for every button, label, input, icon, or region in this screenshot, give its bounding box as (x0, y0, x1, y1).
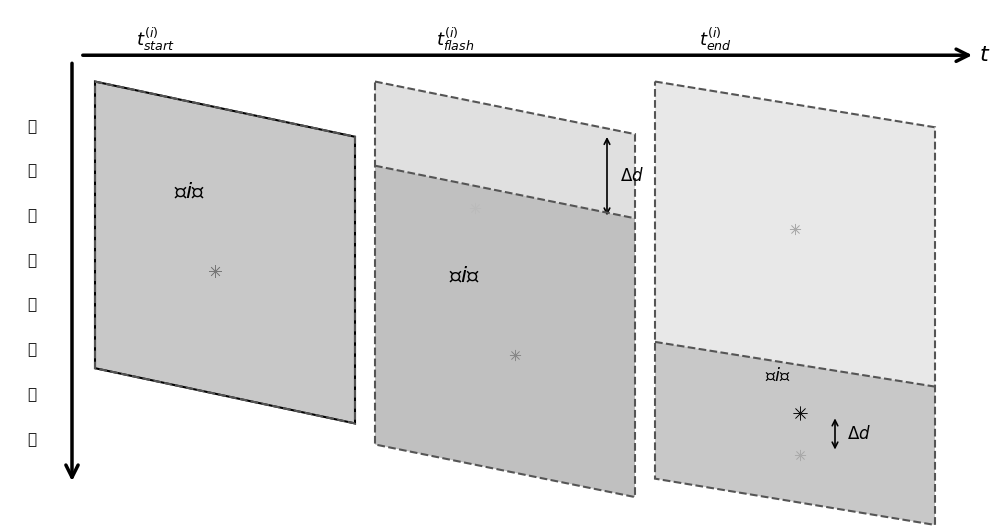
Text: 向: 向 (27, 298, 37, 312)
Polygon shape (95, 82, 355, 423)
Text: 传: 传 (27, 387, 37, 402)
Polygon shape (375, 166, 635, 497)
Text: $t_{end}^{(i)}$: $t_{end}^{(i)}$ (699, 25, 731, 53)
Polygon shape (375, 82, 635, 218)
Text: 下: 下 (27, 342, 37, 357)
Text: 子: 子 (27, 164, 37, 178)
Text: 第$i$帧: 第$i$帧 (449, 266, 481, 286)
Text: 输: 输 (27, 432, 37, 447)
Text: 直: 直 (27, 253, 37, 268)
Text: 第$i$帧: 第$i$帧 (765, 367, 791, 385)
Polygon shape (655, 342, 935, 525)
Text: 垂: 垂 (27, 208, 37, 223)
Text: 第$i$帧: 第$i$帧 (174, 182, 206, 202)
Text: $t_{flash}^{(i)}$: $t_{flash}^{(i)}$ (436, 25, 474, 53)
Text: $t$: $t$ (979, 44, 991, 66)
Text: $\Delta d$: $\Delta d$ (620, 167, 644, 185)
Polygon shape (655, 82, 935, 387)
Text: $t_{start}^{(i)}$: $t_{start}^{(i)}$ (136, 26, 174, 53)
Text: 电: 电 (27, 119, 37, 134)
Text: $\Delta d$: $\Delta d$ (847, 425, 871, 443)
